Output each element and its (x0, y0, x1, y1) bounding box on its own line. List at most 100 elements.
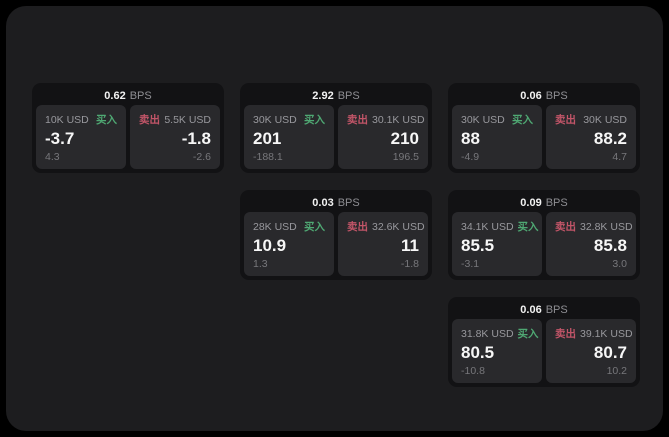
buy-side-label: 买入 (512, 114, 533, 126)
quote-card: 0.06 BPS 31.8K USD 买入 80.5 -10.8 卖出 39.1… (448, 297, 640, 387)
buy-quote-tile[interactable]: 34.1K USD 买入 85.5 -3.1 (452, 212, 542, 276)
buy-delta: -4.9 (461, 151, 480, 163)
bps-unit-label: BPS (337, 197, 360, 209)
buy-price: 201 (253, 129, 282, 148)
sell-delta: 3.0 (612, 258, 627, 270)
bps-header: 2.92 BPS (244, 87, 428, 105)
buy-size: 28K USD (253, 221, 297, 233)
sell-size: 30K USD (583, 114, 627, 126)
buy-quote-tile[interactable]: 30K USD 买入 201 -188.1 (244, 105, 334, 169)
bps-unit-label: BPS (545, 304, 568, 316)
bps-unit-label: BPS (545, 197, 568, 209)
sell-size: 30.1K USD (372, 114, 425, 126)
buy-price: 85.5 (461, 236, 495, 255)
bps-unit-label: BPS (545, 90, 568, 102)
sell-tile-header: 卖出 32.8K USD (555, 219, 633, 234)
buy-price: 80.5 (461, 343, 495, 362)
bps-value: 0.03 (312, 197, 334, 209)
quote-card: 0.62 BPS 10K USD 买入 -3.7 4.3 卖出 5.5K USD… (32, 83, 224, 173)
sell-quote-tile[interactable]: 卖出 5.5K USD -1.8 -2.6 (130, 105, 220, 169)
bps-value: 2.92 (312, 90, 334, 102)
quote-tiles: 31.8K USD 买入 80.5 -10.8 卖出 39.1K USD 80.… (452, 319, 636, 383)
bps-value: 0.06 (520, 90, 542, 102)
buy-price: -3.7 (45, 129, 75, 148)
buy-tile-header: 34.1K USD 买入 (461, 219, 539, 234)
sell-delta: 4.7 (612, 151, 627, 163)
sell-tile-header: 卖出 30K USD (555, 112, 627, 127)
sell-quote-tile[interactable]: 卖出 32.6K USD 11 -1.8 (338, 212, 428, 276)
buy-tile-header: 10K USD 买入 (45, 112, 117, 127)
sell-tile-header: 卖出 30.1K USD (347, 112, 425, 127)
bps-header: 0.06 BPS (452, 87, 636, 105)
quotes-grid: 0.62 BPS 10K USD 买入 -3.7 4.3 卖出 5.5K USD… (32, 83, 640, 387)
sell-quote-tile[interactable]: 卖出 39.1K USD 80.7 10.2 (546, 319, 636, 383)
bps-value: 0.62 (104, 90, 126, 102)
bps-unit-label: BPS (129, 90, 152, 102)
sell-price: 210 (390, 129, 419, 148)
buy-price: 10.9 (253, 236, 287, 255)
buy-side-label: 买入 (517, 328, 539, 340)
sell-side-label: 卖出 (555, 221, 576, 233)
buy-size: 31.8K USD (461, 328, 514, 340)
buy-quote-tile[interactable]: 31.8K USD 买入 80.5 -10.8 (452, 319, 542, 383)
buy-tile-header: 31.8K USD 买入 (461, 326, 539, 341)
sell-side-label: 卖出 (347, 221, 368, 233)
sell-side-label: 卖出 (347, 114, 368, 126)
buy-delta: -188.1 (253, 151, 283, 163)
buy-side-label: 买入 (304, 221, 325, 233)
quote-tiles: 28K USD 买入 10.9 1.3 卖出 32.6K USD 11 -1.8 (244, 212, 428, 276)
quote-card: 0.09 BPS 34.1K USD 买入 85.5 -3.1 卖出 32.8K… (448, 190, 640, 280)
sell-delta: 10.2 (606, 365, 627, 377)
sell-tile-header: 卖出 32.6K USD (347, 219, 425, 234)
sell-delta: 196.5 (392, 151, 419, 163)
quote-tiles: 10K USD 买入 -3.7 4.3 卖出 5.5K USD -1.8 -2.… (36, 105, 220, 169)
sell-price: -1.8 (181, 129, 211, 148)
sell-delta: -2.6 (192, 151, 211, 163)
quote-card: 0.06 BPS 30K USD 买入 88 -4.9 卖出 30K USD 8… (448, 83, 640, 173)
buy-quote-tile[interactable]: 30K USD 买入 88 -4.9 (452, 105, 542, 169)
quote-tiles: 34.1K USD 买入 85.5 -3.1 卖出 32.8K USD 85.8… (452, 212, 636, 276)
bps-value: 0.06 (520, 304, 542, 316)
sell-side-label: 卖出 (139, 114, 160, 126)
sell-quote-tile[interactable]: 卖出 32.8K USD 85.8 3.0 (546, 212, 636, 276)
buy-tile-header: 30K USD 买入 (253, 112, 325, 127)
quote-tiles: 30K USD 买入 88 -4.9 卖出 30K USD 88.2 4.7 (452, 105, 636, 169)
buy-side-label: 买入 (96, 114, 117, 126)
sell-size: 39.1K USD (580, 328, 633, 340)
sell-tile-header: 卖出 5.5K USD (139, 112, 211, 127)
sell-price: 11 (401, 236, 419, 255)
sell-tile-header: 卖出 39.1K USD (555, 326, 633, 341)
sell-side-label: 卖出 (555, 114, 576, 126)
sell-quote-tile[interactable]: 卖出 30K USD 88.2 4.7 (546, 105, 636, 169)
bps-header: 0.62 BPS (36, 87, 220, 105)
sell-quote-tile[interactable]: 卖出 30.1K USD 210 196.5 (338, 105, 428, 169)
buy-price: 88 (461, 129, 480, 148)
buy-size: 30K USD (253, 114, 297, 126)
bps-value: 0.09 (520, 197, 542, 209)
buy-tile-header: 30K USD 买入 (461, 112, 533, 127)
sell-price: 88.2 (593, 129, 627, 148)
quote-tiles: 30K USD 买入 201 -188.1 卖出 30.1K USD 210 1… (244, 105, 428, 169)
buy-size: 30K USD (461, 114, 505, 126)
buy-size: 34.1K USD (461, 221, 514, 233)
buy-delta: 1.3 (253, 258, 268, 270)
sell-price: 85.8 (593, 236, 627, 255)
buy-delta: 4.3 (45, 151, 60, 163)
bps-header: 0.09 BPS (452, 194, 636, 212)
buy-side-label: 买入 (517, 221, 539, 233)
sell-size: 32.8K USD (580, 221, 633, 233)
quotes-panel: 0.62 BPS 10K USD 买入 -3.7 4.3 卖出 5.5K USD… (6, 6, 663, 431)
bps-header: 0.03 BPS (244, 194, 428, 212)
buy-size: 10K USD (45, 114, 89, 126)
buy-quote-tile[interactable]: 10K USD 买入 -3.7 4.3 (36, 105, 126, 169)
buy-side-label: 买入 (304, 114, 325, 126)
buy-quote-tile[interactable]: 28K USD 买入 10.9 1.3 (244, 212, 334, 276)
bps-unit-label: BPS (337, 90, 360, 102)
sell-side-label: 卖出 (555, 328, 576, 340)
sell-price: 80.7 (593, 343, 627, 362)
buy-delta: -3.1 (461, 258, 480, 270)
sell-size: 5.5K USD (164, 114, 211, 126)
buy-tile-header: 28K USD 买入 (253, 219, 325, 234)
sell-size: 32.6K USD (372, 221, 425, 233)
